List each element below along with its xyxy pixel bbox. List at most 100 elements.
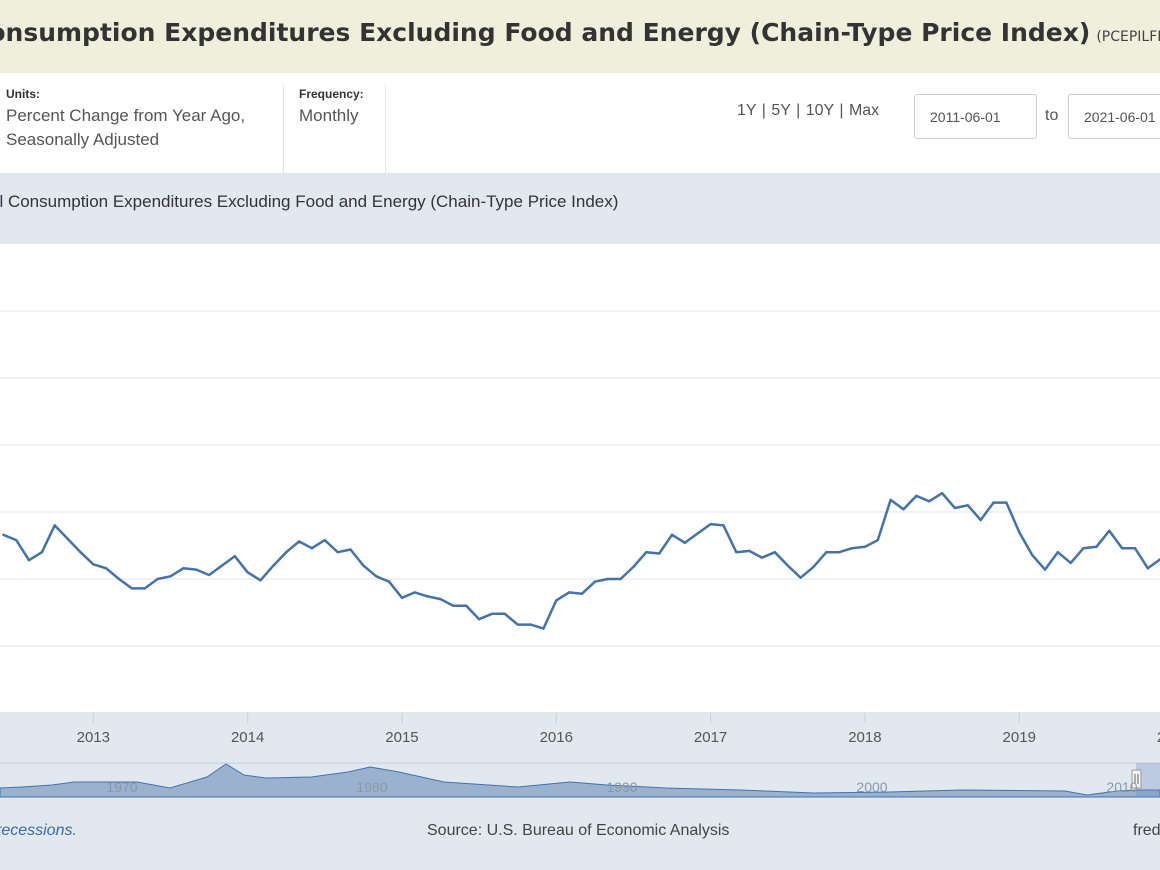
data-point[interactable] xyxy=(439,597,442,601)
frequency-value[interactable]: Monthly xyxy=(299,106,359,125)
data-point[interactable] xyxy=(915,494,918,498)
data-point[interactable] xyxy=(760,556,764,559)
data-point[interactable] xyxy=(477,618,481,621)
plot-area[interactable] xyxy=(0,244,1160,714)
data-point[interactable] xyxy=(452,604,455,607)
data-point[interactable] xyxy=(683,541,687,545)
data-point[interactable] xyxy=(413,591,417,594)
fred-site-link[interactable]: fred xyxy=(1133,822,1160,839)
data-point[interactable] xyxy=(567,591,571,594)
data-point[interactable] xyxy=(606,577,609,581)
data-point[interactable] xyxy=(645,551,648,554)
data-point[interactable] xyxy=(670,533,674,536)
data-point[interactable] xyxy=(992,501,995,504)
data-point[interactable] xyxy=(1069,561,1072,565)
data-point[interactable] xyxy=(1095,545,1098,549)
data-point[interactable] xyxy=(542,627,545,630)
data-point[interactable] xyxy=(1082,546,1085,550)
data-point[interactable] xyxy=(1043,568,1047,571)
units-value-line2[interactable]: Seasonally Adjusted xyxy=(6,130,160,149)
data-point[interactable] xyxy=(220,564,224,567)
data-point[interactable] xyxy=(799,576,802,579)
data-point[interactable] xyxy=(1005,501,1008,504)
data-point[interactable] xyxy=(27,559,31,562)
data-point[interactable] xyxy=(593,580,597,583)
range-1y-link[interactable]: 1Y xyxy=(737,102,757,119)
navigator[interactable]: 1970 1980 1990 2000 2010 xyxy=(0,762,1160,798)
data-point[interactable] xyxy=(825,551,828,554)
data-point[interactable] xyxy=(953,506,957,510)
data-point[interactable] xyxy=(130,587,134,590)
data-point[interactable] xyxy=(336,551,339,554)
data-point[interactable] xyxy=(53,524,56,527)
range-max-link[interactable]: Max xyxy=(848,102,880,119)
data-point[interactable] xyxy=(1133,546,1137,550)
data-point[interactable] xyxy=(773,551,777,554)
data-point[interactable] xyxy=(786,564,789,567)
data-point[interactable] xyxy=(619,577,622,581)
data-point[interactable] xyxy=(465,604,468,607)
data-point[interactable] xyxy=(233,555,236,558)
data-point[interactable] xyxy=(696,532,699,535)
data-point[interactable] xyxy=(709,522,712,526)
series-line[interactable] xyxy=(2,491,1160,630)
data-point[interactable] xyxy=(400,596,404,599)
data-point[interactable] xyxy=(92,563,95,566)
data-point[interactable] xyxy=(387,580,391,583)
data-point[interactable] xyxy=(362,564,365,567)
data-point[interactable] xyxy=(375,575,378,578)
data-point[interactable] xyxy=(117,577,121,581)
data-point[interactable] xyxy=(259,579,262,582)
data-point[interactable] xyxy=(555,599,558,602)
data-point[interactable] xyxy=(104,567,108,570)
data-point[interactable] xyxy=(195,568,198,571)
data-point[interactable] xyxy=(169,575,172,578)
data-point[interactable] xyxy=(1146,567,1150,570)
data-point[interactable] xyxy=(156,577,159,581)
range-5y-link[interactable]: 5Y xyxy=(771,102,791,119)
data-point[interactable] xyxy=(516,623,519,626)
data-point[interactable] xyxy=(966,504,969,507)
units-value-line1[interactable]: Percent Change from Year Ago, xyxy=(6,106,246,125)
data-point[interactable] xyxy=(838,551,841,554)
recessions-link[interactable]: recessions. xyxy=(0,822,77,839)
data-point[interactable] xyxy=(503,612,507,616)
data-point[interactable] xyxy=(272,564,275,567)
data-point[interactable] xyxy=(1018,530,1021,534)
data-point[interactable] xyxy=(850,546,854,550)
data-point[interactable] xyxy=(323,538,326,542)
data-point[interactable] xyxy=(285,551,288,554)
data-point[interactable] xyxy=(722,524,725,527)
data-point[interactable] xyxy=(979,518,982,522)
data-point[interactable] xyxy=(529,623,532,626)
data-point[interactable] xyxy=(657,552,661,555)
data-point[interactable] xyxy=(876,538,879,542)
data-point[interactable] xyxy=(310,546,314,550)
data-point[interactable] xyxy=(79,551,82,554)
data-point[interactable] xyxy=(207,573,211,577)
data-point[interactable] xyxy=(747,549,751,553)
data-point[interactable] xyxy=(14,538,18,542)
data-point[interactable] xyxy=(1120,546,1124,550)
range-10y-link[interactable]: 10Y xyxy=(805,102,834,119)
data-point[interactable] xyxy=(812,565,815,569)
data-point[interactable] xyxy=(735,551,738,554)
data-point[interactable] xyxy=(1056,551,1060,554)
data-point[interactable] xyxy=(863,545,867,549)
data-point[interactable] xyxy=(902,508,905,511)
data-point[interactable] xyxy=(246,571,249,574)
data-point[interactable] xyxy=(143,587,146,590)
data-point[interactable] xyxy=(1030,553,1034,557)
data-point[interactable] xyxy=(632,565,635,569)
start-date-input[interactable]: 2011-06-01 xyxy=(914,94,1037,139)
data-point[interactable] xyxy=(349,548,352,551)
end-date-input[interactable]: 2021-06-01 xyxy=(1068,94,1160,139)
data-point[interactable] xyxy=(426,595,429,598)
data-point[interactable] xyxy=(2,533,5,536)
data-point[interactable] xyxy=(940,492,944,495)
data-point[interactable] xyxy=(66,537,69,540)
data-point[interactable] xyxy=(928,500,931,503)
navigator-handle[interactable] xyxy=(1131,769,1142,789)
data-point[interactable] xyxy=(889,498,892,502)
